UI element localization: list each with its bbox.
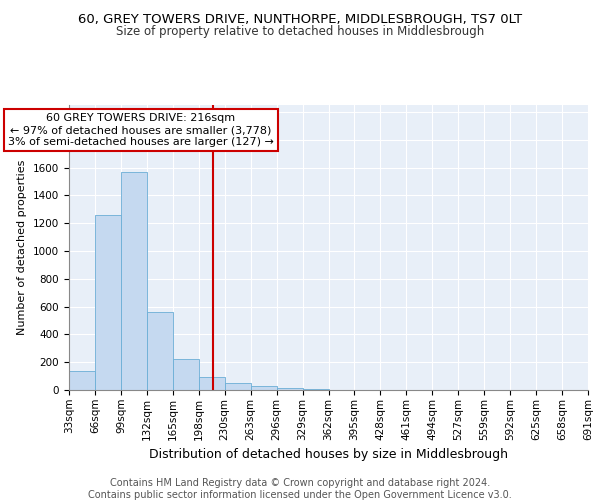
X-axis label: Distribution of detached houses by size in Middlesbrough: Distribution of detached houses by size … [149, 448, 508, 461]
Bar [121, 172, 147, 390]
Text: Contains public sector information licensed under the Open Government Licence v3: Contains public sector information licen… [88, 490, 512, 500]
Y-axis label: Number of detached properties: Number of detached properties [17, 160, 28, 335]
Bar [69, 370, 95, 390]
Bar [199, 377, 224, 390]
Bar [251, 386, 277, 390]
Bar [277, 388, 302, 390]
Bar [173, 360, 199, 390]
Bar [95, 215, 121, 390]
Bar [147, 312, 173, 390]
Text: Size of property relative to detached houses in Middlesbrough: Size of property relative to detached ho… [116, 25, 484, 38]
Text: 60, GREY TOWERS DRIVE, NUNTHORPE, MIDDLESBROUGH, TS7 0LT: 60, GREY TOWERS DRIVE, NUNTHORPE, MIDDLE… [78, 12, 522, 26]
Bar [224, 383, 251, 390]
Text: 60 GREY TOWERS DRIVE: 216sqm
← 97% of detached houses are smaller (3,778)
3% of : 60 GREY TOWERS DRIVE: 216sqm ← 97% of de… [8, 114, 274, 146]
Text: Contains HM Land Registry data © Crown copyright and database right 2024.: Contains HM Land Registry data © Crown c… [110, 478, 490, 488]
